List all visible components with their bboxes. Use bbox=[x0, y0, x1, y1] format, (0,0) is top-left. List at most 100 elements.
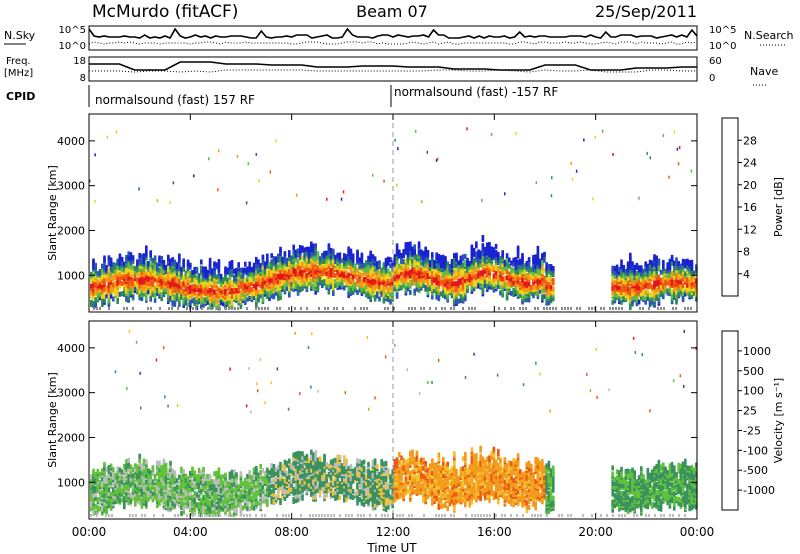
power-echo-cell bbox=[519, 264, 522, 270]
power-echo-cell bbox=[380, 275, 383, 281]
power-echo-cell bbox=[659, 289, 663, 295]
power-echo-cell bbox=[631, 299, 634, 305]
power-echo-cell bbox=[200, 303, 203, 309]
power-echo-cell bbox=[681, 264, 685, 270]
power-echo-cell bbox=[453, 293, 456, 299]
power-echo-cell bbox=[433, 260, 436, 265]
power-echo-cell bbox=[263, 289, 267, 295]
power-echo-cell bbox=[164, 269, 168, 275]
power-echo-cell bbox=[633, 264, 636, 270]
power-echo-cell bbox=[464, 260, 467, 265]
power-low-range-cell bbox=[660, 307, 662, 310]
power-echo-cell bbox=[217, 259, 221, 265]
power-echo-cell bbox=[327, 283, 331, 289]
power-echo-cell bbox=[345, 270, 348, 276]
power-echo-cell bbox=[378, 276, 381, 282]
power-echo-cell bbox=[389, 299, 392, 305]
power-echo-cell bbox=[541, 265, 544, 271]
power-echo-cell bbox=[290, 255, 293, 261]
power-echo-cell bbox=[695, 284, 698, 290]
power-echo-cell bbox=[380, 271, 383, 277]
power-echo-cell bbox=[543, 275, 546, 281]
power-echo-cell bbox=[164, 287, 168, 293]
power-echo-cell bbox=[112, 262, 115, 268]
power-echo-cell bbox=[202, 296, 205, 302]
power-echo-cell bbox=[211, 290, 214, 296]
power-low-range-cell bbox=[639, 307, 641, 310]
power-echo-cell bbox=[371, 278, 375, 284]
power-speckle bbox=[662, 134, 665, 137]
power-echo-cell bbox=[158, 275, 161, 281]
power-echo-cell bbox=[222, 301, 225, 307]
power-echo-cell bbox=[149, 296, 152, 302]
power-echo-cell bbox=[294, 257, 298, 263]
power-echo-cell bbox=[244, 300, 247, 305]
power-low-range-cell bbox=[276, 307, 278, 310]
power-echo-cell bbox=[360, 272, 364, 278]
power-echo-cell bbox=[373, 294, 377, 300]
power-echo-cell bbox=[189, 262, 192, 268]
power-echo-cell bbox=[160, 284, 163, 290]
power-echo-cell bbox=[481, 279, 485, 285]
power-echo-cell bbox=[138, 253, 141, 258]
power-echo-cell bbox=[670, 254, 674, 260]
power-echo-cell bbox=[360, 258, 364, 264]
power-echo-cell bbox=[400, 277, 403, 283]
power-echo-cell bbox=[338, 252, 342, 258]
power-echo-cell bbox=[620, 299, 623, 305]
power-low-range-cell bbox=[537, 307, 539, 310]
power-echo-cell bbox=[629, 264, 632, 270]
power-echo-cell bbox=[644, 267, 647, 273]
power-echo-cell bbox=[371, 272, 375, 278]
power-echo-cell bbox=[156, 270, 159, 276]
power-echo-cell bbox=[228, 299, 232, 305]
power-speckle bbox=[504, 192, 506, 196]
power-echo-cell bbox=[197, 273, 201, 279]
power-echo-cell bbox=[233, 286, 236, 292]
power-low-range-cell bbox=[336, 307, 338, 310]
power-echo-cell bbox=[620, 285, 623, 291]
power-low-range-cell bbox=[621, 307, 623, 310]
power-speckle bbox=[193, 174, 195, 178]
power-echo-cell bbox=[246, 284, 249, 290]
power-echo-cell bbox=[332, 291, 335, 296]
power-echo-cell bbox=[140, 253, 144, 259]
power-echo-cell bbox=[310, 251, 313, 257]
power-echo-cell bbox=[525, 277, 529, 283]
power-echo-cell bbox=[413, 272, 416, 278]
power-echo-cell bbox=[681, 283, 685, 288]
power-echo-cell bbox=[519, 268, 522, 274]
power-echo-cell bbox=[266, 257, 269, 263]
power-echo-cell bbox=[259, 279, 262, 285]
power-echo-cell bbox=[536, 284, 540, 290]
power-low-range-cell bbox=[474, 307, 476, 310]
power-echo-cell bbox=[552, 286, 555, 292]
power-echo-cell bbox=[510, 260, 513, 266]
power-echo-cell bbox=[145, 261, 148, 267]
power-echo-cell bbox=[378, 270, 381, 276]
power-echo-cell bbox=[182, 258, 185, 264]
power-echo-cell bbox=[250, 277, 254, 282]
power-echo-cell bbox=[686, 286, 689, 292]
power-echo-cell bbox=[248, 265, 251, 271]
power-echo-cell bbox=[263, 261, 267, 267]
power-echo-cell bbox=[521, 295, 524, 301]
power-echo-cell bbox=[118, 283, 122, 289]
power-echo-cell bbox=[169, 258, 172, 264]
power-echo-cell bbox=[543, 257, 546, 263]
power-echo-cell bbox=[323, 279, 326, 285]
power-echo-cell bbox=[142, 285, 146, 291]
power-echo-cell bbox=[340, 258, 344, 264]
power-echo-cell bbox=[193, 283, 196, 288]
power-echo-cell bbox=[475, 281, 478, 287]
power-echo-cell bbox=[147, 271, 150, 277]
power-echo-cell bbox=[481, 251, 485, 257]
power-echo-cell bbox=[453, 253, 456, 259]
power-echo-cell bbox=[468, 261, 471, 266]
nave-line bbox=[89, 69, 697, 73]
power-echo-cell bbox=[402, 249, 405, 255]
power-echo-cell bbox=[250, 266, 254, 272]
power-echo-cell bbox=[508, 271, 511, 277]
power-low-range-cell bbox=[384, 307, 386, 310]
